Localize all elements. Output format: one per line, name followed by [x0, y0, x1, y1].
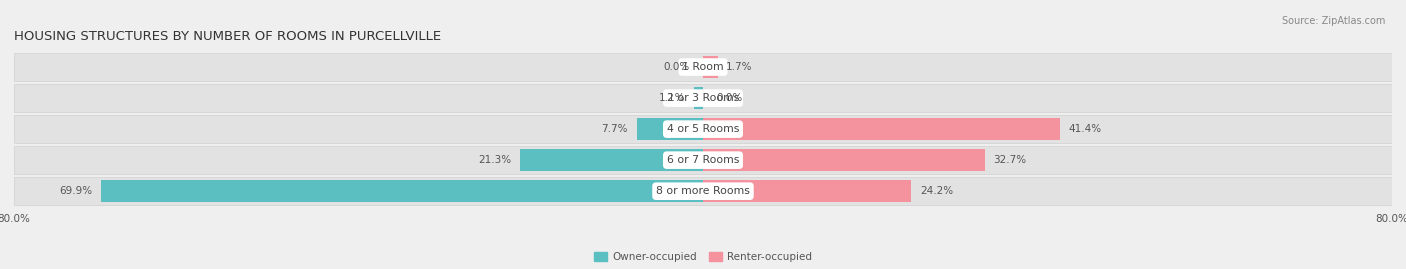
Bar [14, 84, 1392, 112]
Text: 1.7%: 1.7% [727, 62, 752, 72]
Text: 32.7%: 32.7% [993, 155, 1026, 165]
Bar [14, 177, 1392, 206]
Text: 7.7%: 7.7% [602, 124, 628, 134]
Bar [637, 118, 703, 140]
Bar [693, 87, 703, 109]
Text: 8 or more Rooms: 8 or more Rooms [657, 186, 749, 196]
Bar [703, 180, 911, 202]
Text: 6 or 7 Rooms: 6 or 7 Rooms [666, 155, 740, 165]
Bar [14, 53, 1392, 81]
Bar [520, 149, 703, 171]
Text: 1.1%: 1.1% [658, 93, 685, 103]
Bar [703, 118, 1060, 140]
Bar [14, 115, 1392, 143]
Bar [101, 180, 703, 202]
Text: 4 or 5 Rooms: 4 or 5 Rooms [666, 124, 740, 134]
Text: 0.0%: 0.0% [716, 93, 742, 103]
Text: 1 Room: 1 Room [682, 62, 724, 72]
Legend: Owner-occupied, Renter-occupied: Owner-occupied, Renter-occupied [591, 247, 815, 266]
Text: Source: ZipAtlas.com: Source: ZipAtlas.com [1281, 16, 1385, 26]
Bar [14, 146, 1392, 174]
Bar [703, 149, 984, 171]
Text: 0.0%: 0.0% [664, 62, 690, 72]
Bar [703, 56, 717, 78]
Text: 24.2%: 24.2% [920, 186, 953, 196]
Text: 21.3%: 21.3% [478, 155, 510, 165]
Text: 41.4%: 41.4% [1069, 124, 1101, 134]
Text: HOUSING STRUCTURES BY NUMBER OF ROOMS IN PURCELLVILLE: HOUSING STRUCTURES BY NUMBER OF ROOMS IN… [14, 30, 441, 43]
Text: 69.9%: 69.9% [59, 186, 93, 196]
Text: 2 or 3 Rooms: 2 or 3 Rooms [666, 93, 740, 103]
